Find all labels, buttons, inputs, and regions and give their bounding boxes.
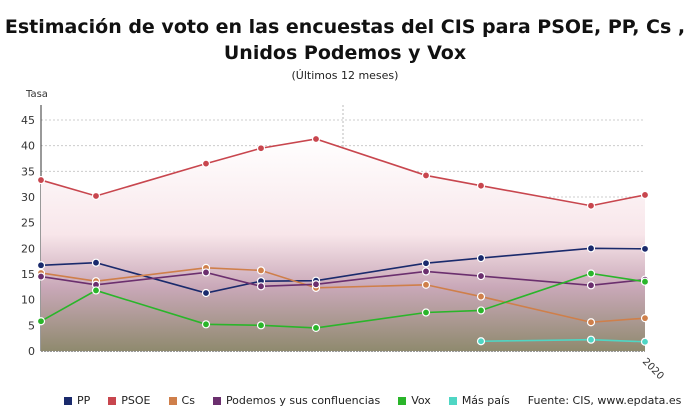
data-point	[640, 337, 650, 346]
data-point	[91, 258, 101, 267]
legend-item[interactable]: Podemos y sus confluencias	[212, 394, 381, 407]
data-point	[201, 320, 211, 329]
data-point	[36, 317, 46, 326]
data-point	[91, 286, 101, 295]
data-point	[476, 181, 486, 190]
data-point	[311, 280, 321, 289]
source-note: Fuente: CIS, www.epdata.es	[527, 394, 682, 407]
y-tick-label: 25	[21, 217, 35, 230]
legend-item[interactable]: PSOE	[108, 394, 151, 407]
legend-label: PP	[77, 394, 91, 407]
data-point	[421, 308, 431, 317]
y-tick-label: 40	[21, 140, 35, 153]
data-point	[421, 280, 431, 289]
legend: PP PSOE Cs Podemos y sus confluencias Vox Más…	[64, 394, 681, 407]
data-point	[256, 266, 266, 275]
legend-swatch	[64, 396, 72, 405]
x-tick-label: 2020	[640, 356, 666, 382]
data-point	[91, 191, 101, 201]
data-point	[36, 272, 46, 281]
data-point	[640, 314, 650, 323]
data-point	[256, 282, 266, 291]
legend-label: Más país	[461, 394, 510, 407]
y-tick-label: 15	[21, 268, 35, 281]
y-axis-label: Tasa	[25, 89, 48, 100]
legend-item[interactable]: PP	[64, 394, 90, 407]
data-point	[36, 261, 46, 270]
data-point	[586, 281, 596, 290]
legend-swatch	[168, 396, 177, 405]
data-point	[476, 292, 486, 301]
chart-title-line1: Estimación de voto en las encuestas del …	[4, 16, 686, 38]
data-point	[201, 288, 211, 298]
legend-swatch	[108, 396, 117, 405]
data-point	[201, 268, 211, 277]
y-tick-label: 35	[21, 165, 35, 178]
legend-label: Vox	[411, 394, 431, 407]
y-tick-label: 45	[21, 114, 35, 127]
data-point	[640, 244, 650, 253]
y-tick-label: 5	[28, 319, 35, 332]
legend-swatch	[398, 396, 407, 405]
y-tick-label: 20	[21, 242, 35, 255]
data-point	[586, 269, 596, 278]
data-point	[640, 190, 650, 200]
legend-swatch	[212, 396, 221, 405]
y-tick-label: 30	[21, 191, 35, 204]
data-point	[421, 267, 431, 276]
legend-item[interactable]: Vox	[398, 394, 431, 407]
data-point	[256, 144, 266, 153]
data-point	[36, 175, 46, 185]
data-point	[256, 321, 266, 330]
data-point	[421, 171, 431, 180]
data-point	[311, 323, 321, 332]
data-point	[421, 259, 431, 268]
legend-swatch	[448, 396, 457, 405]
data-point	[586, 318, 596, 327]
chart-subtitle: (Últimos 12 meses)	[291, 69, 399, 82]
legend-item[interactable]: Más país	[448, 394, 510, 407]
legend-label: Podemos y sus confluencias	[225, 394, 381, 407]
data-point	[476, 271, 486, 281]
y-tick-label: 0	[28, 345, 35, 358]
y-tick-label: 10	[21, 294, 35, 307]
data-point	[586, 335, 596, 344]
legend-label: PSOE	[121, 394, 151, 407]
data-point	[640, 277, 650, 286]
data-point	[476, 337, 486, 346]
chart-title-line2: Unidos Podemos y Vox	[223, 42, 467, 64]
data-point	[311, 134, 321, 144]
data-point	[476, 306, 486, 315]
legend-item[interactable]: Cs	[168, 394, 195, 407]
data-point	[476, 253, 486, 263]
area-fill	[41, 138, 645, 351]
data-point	[201, 159, 211, 168]
legend-label: Cs	[181, 394, 195, 407]
data-point	[586, 201, 596, 210]
data-point	[586, 244, 596, 253]
